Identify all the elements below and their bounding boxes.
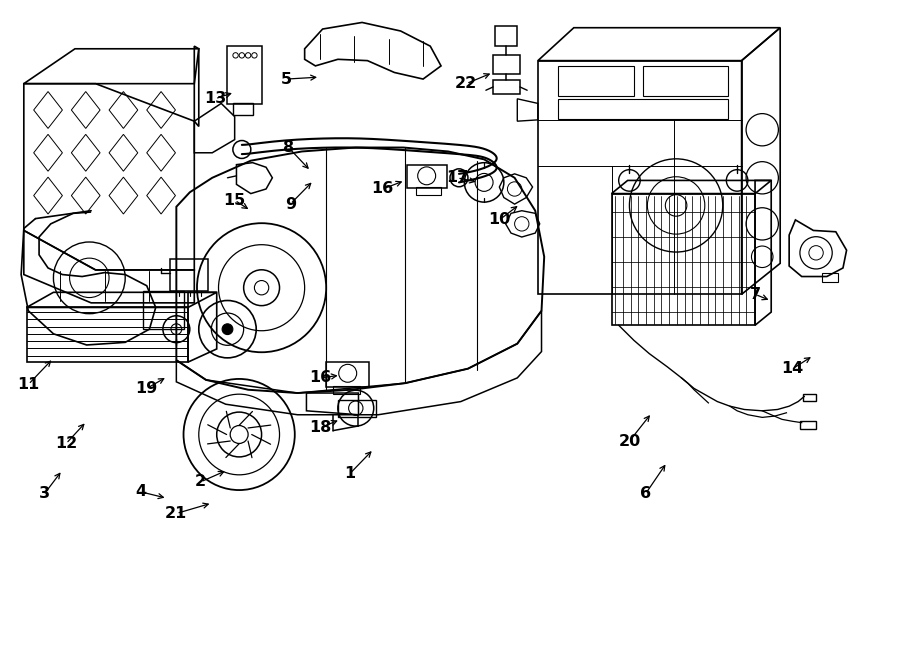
Text: 3: 3 <box>39 486 50 501</box>
Text: 21: 21 <box>166 506 187 521</box>
Text: 1: 1 <box>344 467 356 481</box>
Text: 15: 15 <box>223 192 246 208</box>
Text: 22: 22 <box>455 76 477 91</box>
Bar <box>558 66 634 96</box>
Circle shape <box>222 324 233 334</box>
Bar <box>800 421 816 429</box>
Bar <box>558 98 728 118</box>
Bar <box>823 272 839 282</box>
Text: 11: 11 <box>17 377 40 392</box>
Bar <box>643 66 728 96</box>
Text: 8: 8 <box>283 140 294 155</box>
Text: 18: 18 <box>309 420 331 436</box>
Text: 12: 12 <box>55 436 77 451</box>
Bar <box>228 46 262 104</box>
Text: 4: 4 <box>135 485 146 499</box>
Text: 7: 7 <box>750 287 760 302</box>
Bar <box>326 362 369 387</box>
Text: 17: 17 <box>446 171 468 185</box>
Text: 13: 13 <box>203 91 226 106</box>
Text: 16: 16 <box>372 182 394 196</box>
Text: 20: 20 <box>618 434 641 449</box>
Bar <box>493 56 520 74</box>
Text: 6: 6 <box>640 486 652 501</box>
Text: 9: 9 <box>284 196 296 212</box>
Bar <box>170 259 208 291</box>
Text: 16: 16 <box>309 370 331 385</box>
Bar <box>407 165 447 188</box>
Text: 2: 2 <box>195 475 206 489</box>
Text: 10: 10 <box>488 212 510 227</box>
Bar <box>495 26 518 46</box>
Bar <box>416 187 441 195</box>
Bar <box>493 81 520 94</box>
Bar <box>338 400 375 416</box>
Bar <box>233 103 253 115</box>
Text: 5: 5 <box>281 71 292 87</box>
Bar <box>143 291 184 329</box>
Text: 14: 14 <box>781 361 804 376</box>
Bar <box>333 387 360 395</box>
Bar <box>803 395 816 401</box>
Text: 19: 19 <box>136 381 158 396</box>
